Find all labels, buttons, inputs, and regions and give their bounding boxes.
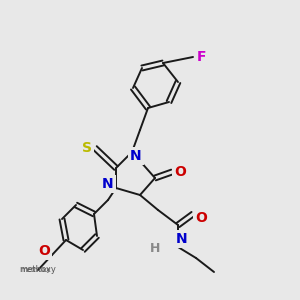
Text: O: O xyxy=(38,244,50,258)
Text: N: N xyxy=(102,177,114,191)
Text: methoxy: methoxy xyxy=(21,267,51,273)
Text: O: O xyxy=(195,211,207,225)
Text: N: N xyxy=(130,149,142,163)
Text: H: H xyxy=(150,242,160,256)
Text: F: F xyxy=(196,50,206,64)
Text: S: S xyxy=(82,141,92,155)
Text: O: O xyxy=(174,165,186,179)
Text: methoxy: methoxy xyxy=(20,266,56,274)
Text: N: N xyxy=(176,232,188,246)
